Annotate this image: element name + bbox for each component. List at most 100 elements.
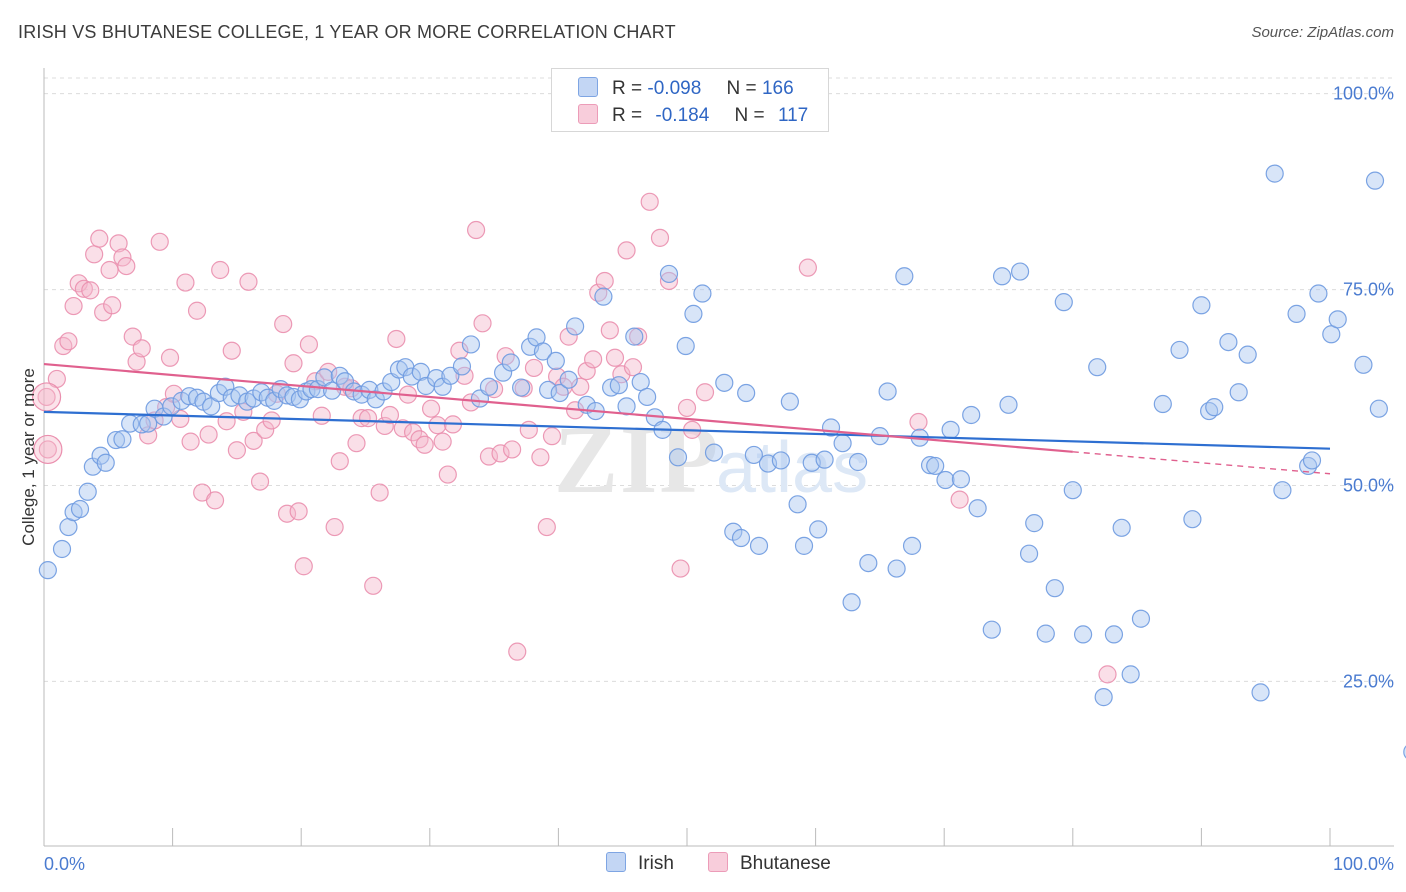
irish-point-121	[992, 267, 1012, 286]
bhutanese-point-56	[342, 379, 361, 398]
bhutanese-point-98	[584, 350, 603, 369]
irish-point-98	[794, 536, 814, 555]
bhutanese-point-49	[299, 335, 319, 354]
bhutanese-point-0	[37, 387, 56, 407]
irish-point-70	[566, 317, 585, 336]
bhutanese-point-85	[508, 642, 527, 661]
trend-lines	[43, 362, 1331, 475]
irish-point-45	[366, 390, 385, 409]
irish-point-57	[461, 335, 481, 354]
bhutanese-point-67	[403, 423, 423, 442]
irish-points	[38, 164, 1406, 759]
irish-point-5	[78, 482, 97, 501]
irish-point-154	[1328, 310, 1347, 329]
bhutanese-point-96	[571, 377, 590, 396]
irish-point-138	[1170, 340, 1189, 360]
bottom-swatch-bhutanese	[708, 852, 728, 872]
legend: R = -0.098 N = 166 R = -0.184 N = 117	[551, 68, 829, 132]
irish-point-86	[693, 284, 712, 303]
bhutanese-point-22	[150, 232, 169, 251]
bhutanese-point-38	[239, 272, 258, 291]
bhutanese-point-31	[199, 425, 218, 444]
irish-point-133	[1104, 625, 1124, 644]
irish-point-158	[1403, 745, 1406, 759]
irish-point-82	[659, 264, 679, 284]
bottom-legend-bhutanese: Bhutanese	[708, 852, 831, 875]
bhutanese-point-13	[100, 260, 119, 280]
bhutanese-point-45	[277, 504, 297, 523]
bhutanese-point-10	[90, 229, 109, 248]
irish-point-96	[780, 392, 799, 411]
irish-point-132	[1094, 688, 1113, 707]
bhutanese-point-35	[222, 341, 241, 360]
irish-point-109	[887, 559, 906, 578]
bhutanese-point-41	[256, 420, 275, 439]
irish-point-69	[559, 370, 578, 389]
irish-point-147	[1265, 164, 1284, 183]
y-axis-label: College, 1 year or more	[19, 368, 38, 546]
irish-point-79	[638, 387, 657, 407]
irish-point-4	[70, 499, 90, 519]
irish-point-143	[1219, 332, 1238, 352]
irish-point-90	[731, 528, 751, 548]
irish-point-95	[771, 451, 790, 470]
irish-point-9	[106, 430, 126, 450]
irish-point-83	[668, 448, 688, 467]
irish-point-75	[609, 376, 628, 395]
irish-point-88	[715, 373, 734, 392]
irish-point-134	[1112, 518, 1131, 537]
irish-point-127	[1045, 579, 1064, 598]
bhutanese-point-68	[410, 430, 429, 449]
bhutanese-point-15	[113, 248, 132, 267]
irish-point-137	[1153, 394, 1172, 414]
y-tick-labels: 100.0% 75.0% 50.0% 25.0%	[1333, 84, 1394, 692]
bhutanese-point-108	[650, 228, 670, 247]
legend-r-value-irish: -0.098	[647, 78, 702, 99]
bhutanese-point-110	[671, 559, 690, 578]
bhutanese-point-6	[69, 274, 88, 293]
bhutanese-point-69	[415, 435, 434, 454]
watermark: ZIP atlas	[554, 406, 868, 513]
y-tick-label-0: 100.0%	[1333, 84, 1394, 104]
irish-point-156	[1365, 171, 1385, 190]
irish-point-59	[479, 377, 499, 396]
bhutanese-point-109	[659, 271, 679, 291]
irish-point-131	[1088, 358, 1107, 377]
irish-point-157	[1369, 399, 1388, 418]
bhutanese-point-89	[531, 448, 550, 467]
bhutanese-point-114	[798, 258, 817, 277]
irish-point-128	[1054, 293, 1073, 312]
bhutanese-point-107	[640, 192, 659, 211]
irish-point-144	[1229, 383, 1248, 402]
irish-point-155	[1354, 355, 1373, 374]
irish-point-73	[594, 287, 613, 306]
legend-n-value-irish: 166	[761, 78, 794, 99]
bhutanese-point-7	[74, 279, 93, 298]
bhutanese-point-97	[577, 361, 596, 381]
irish-point-51	[411, 362, 430, 381]
irish-point-56	[452, 357, 472, 376]
bottom-legend-irish: Irish	[606, 852, 674, 875]
irish-point-120	[982, 620, 1001, 639]
irish-point-101	[815, 450, 834, 469]
x-tick-label-0: 0.0%	[44, 854, 85, 874]
bhutanese-point-59	[358, 409, 378, 428]
bhutanese-point-77	[461, 393, 481, 412]
irish-point-108	[878, 382, 897, 401]
bhutanese-point-64	[387, 329, 406, 349]
bhutanese-point-24	[160, 348, 180, 367]
bottom-legend-bhutanese-label: Bhutanese	[740, 853, 831, 874]
irish-point-93	[749, 536, 769, 555]
legend-n-label: N =	[726, 78, 757, 99]
bhutanese-point-102	[605, 348, 625, 367]
legend-r-label: R =	[612, 105, 643, 126]
bhutanese-point-60	[364, 576, 383, 595]
bhutanese-point-70	[421, 399, 441, 418]
bhutanese-point-117	[1098, 665, 1117, 684]
bhutanese-points	[31, 192, 1117, 684]
irish-point-103	[833, 434, 852, 453]
watermark-atlas: atlas	[716, 428, 868, 508]
bhutanese-point-104	[617, 241, 636, 260]
bhutanese-point-94	[559, 327, 578, 346]
